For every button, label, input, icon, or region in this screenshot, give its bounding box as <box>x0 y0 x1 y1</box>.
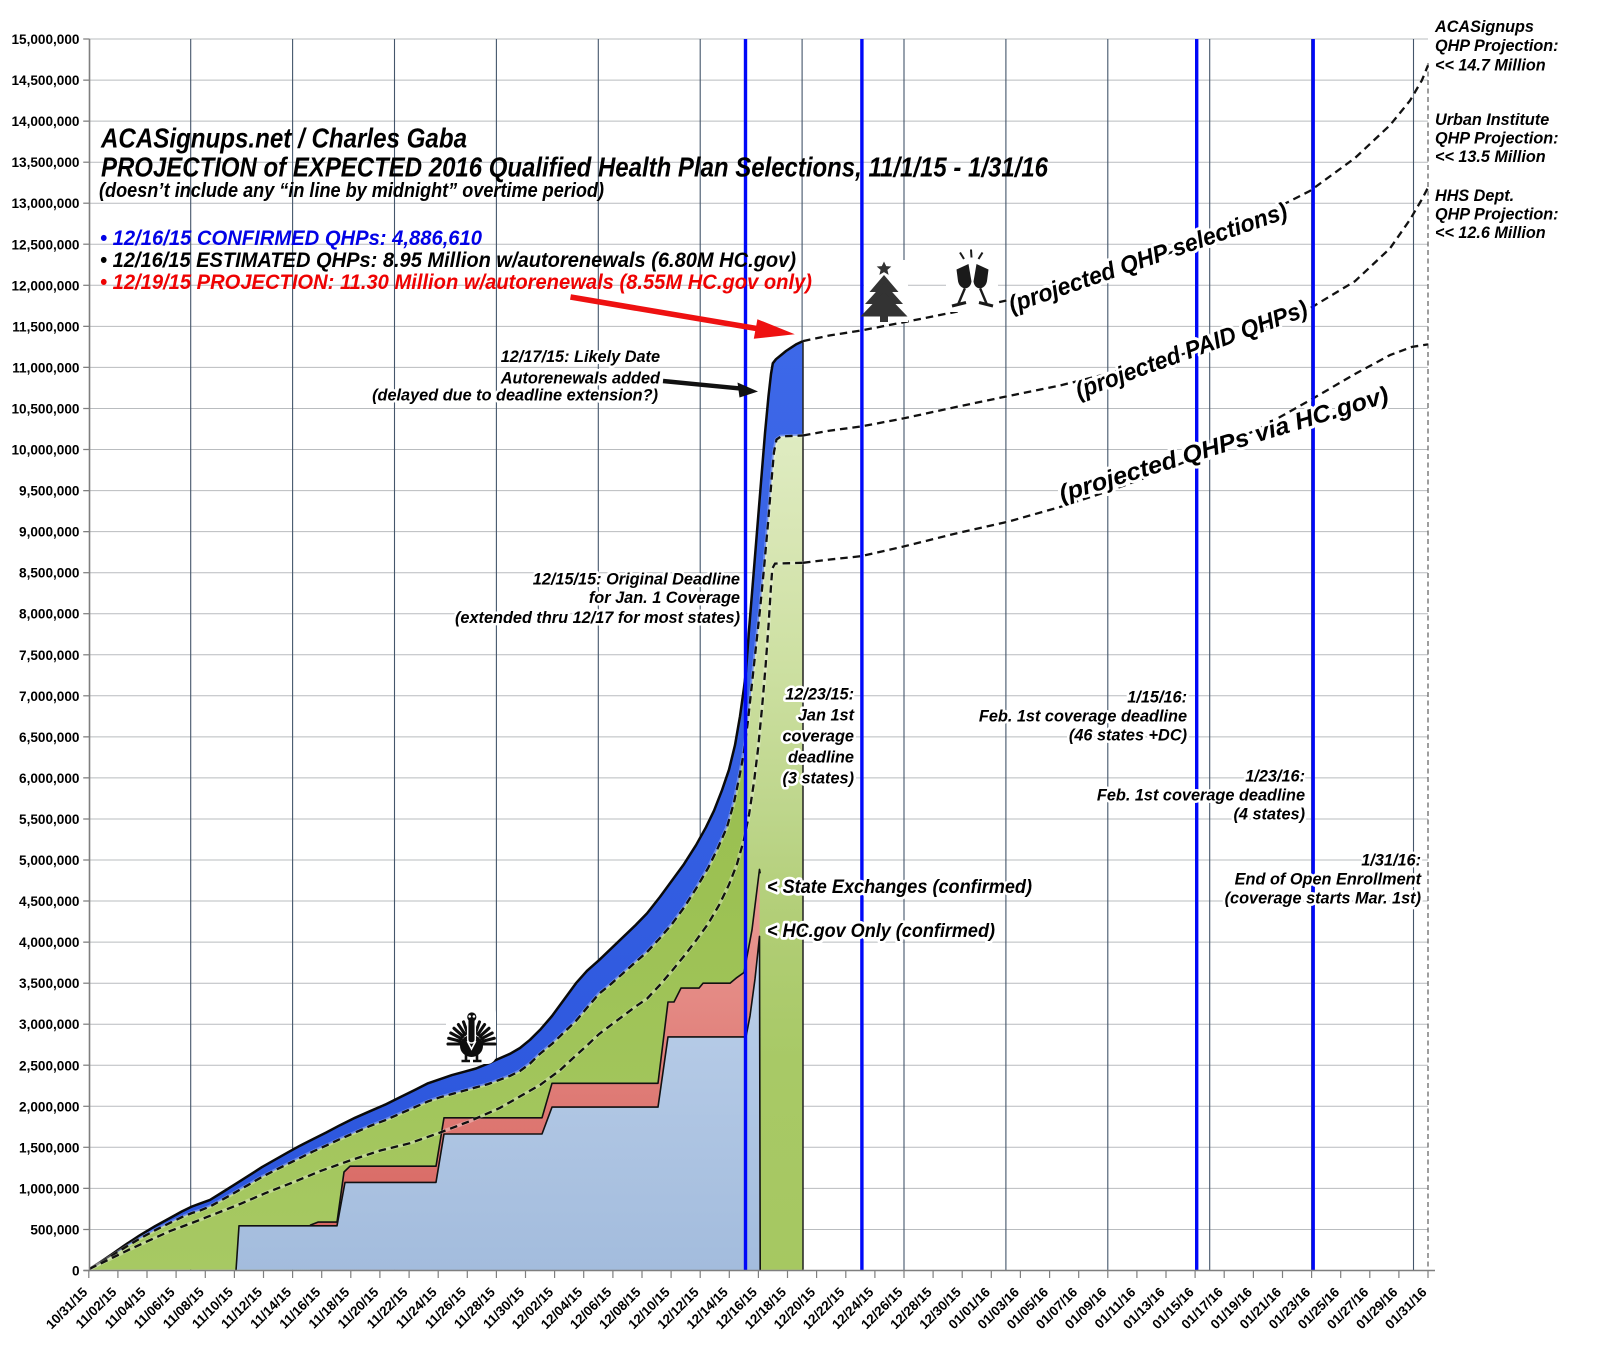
svg-text:9,000,000: 9,000,000 <box>19 525 79 540</box>
svg-text:(coverage starts Mar. 1st): (coverage starts Mar. 1st) <box>1225 890 1421 908</box>
svg-text:<< 12.6 Million: << 12.6 Million <box>1435 224 1546 242</box>
svg-text:6,000,000: 6,000,000 <box>19 771 79 786</box>
svg-text:(4 states): (4 states) <box>1234 806 1306 824</box>
svg-text:10,000,000: 10,000,000 <box>11 443 79 458</box>
svg-text:2,000,000: 2,000,000 <box>19 1099 79 1114</box>
svg-text:1,000,000: 1,000,000 <box>19 1181 79 1196</box>
svg-text:7,000,000: 7,000,000 <box>19 689 79 704</box>
svg-text:ACASignups: ACASignups <box>1434 18 1534 36</box>
svg-text:4,500,000: 4,500,000 <box>19 894 79 909</box>
svg-text:12,000,000: 12,000,000 <box>11 278 79 293</box>
svg-text:13,000,000: 13,000,000 <box>11 196 79 211</box>
svg-text:• 12/19/15 PROJECTION: 11.30 M: • 12/19/15 PROJECTION: 11.30 Million w/a… <box>100 270 812 294</box>
svg-text:12/23/15:: 12/23/15: <box>785 686 854 704</box>
svg-text:1,500,000: 1,500,000 <box>19 1140 79 1155</box>
svg-text:ACASignups.net / Charles Gaba: ACASignups.net / Charles Gaba <box>100 123 467 154</box>
svg-text:14,500,000: 14,500,000 <box>11 73 79 88</box>
svg-text:<< 14.7 Million: << 14.7 Million <box>1435 56 1546 74</box>
svg-text:13,500,000: 13,500,000 <box>11 155 79 170</box>
svg-text:Feb. 1st coverage deadline: Feb. 1st coverage deadline <box>979 708 1187 726</box>
svg-text:QHP Projection:: QHP Projection: <box>1435 37 1559 55</box>
svg-text:0: 0 <box>72 1264 80 1279</box>
svg-text:• 12/16/15 CONFIRMED QHPs: 4,8: • 12/16/15 CONFIRMED QHPs: 4,886,610 <box>100 226 482 250</box>
svg-text:9,500,000: 9,500,000 <box>19 484 79 499</box>
svg-text:8,500,000: 8,500,000 <box>19 566 79 581</box>
svg-text:6,500,000: 6,500,000 <box>19 730 79 745</box>
svg-text:Autorenewals added: Autorenewals added <box>500 370 661 388</box>
svg-text:Jan 1st: Jan 1st <box>798 707 855 725</box>
svg-text:3,000,000: 3,000,000 <box>19 1017 79 1032</box>
svg-text:<< 13.5 Million: << 13.5 Million <box>1435 148 1546 166</box>
svg-text:End of Open Enrollment: End of Open Enrollment <box>1235 871 1422 889</box>
svg-text:5,500,000: 5,500,000 <box>19 812 79 827</box>
svg-text:HHS Dept.: HHS Dept. <box>1435 187 1514 205</box>
svg-text:8,000,000: 8,000,000 <box>19 607 79 622</box>
svg-text:12,500,000: 12,500,000 <box>11 237 79 252</box>
svg-text:1/23/16:: 1/23/16: <box>1245 768 1305 786</box>
svg-text:15,000,000: 15,000,000 <box>11 32 79 47</box>
svg-text:2,500,000: 2,500,000 <box>19 1058 79 1073</box>
svg-text:3,500,000: 3,500,000 <box>19 976 79 991</box>
svg-text:(46 states +DC): (46 states +DC) <box>1069 727 1187 745</box>
svg-text:Urban Institute: Urban Institute <box>1435 111 1549 129</box>
svg-text:12/15/15: Original Deadline: 12/15/15: Original Deadline <box>533 571 740 589</box>
svg-text:14,000,000: 14,000,000 <box>11 114 79 129</box>
svg-text:1/15/16:: 1/15/16: <box>1127 689 1187 707</box>
svg-text:(extended thru 12/17 for most: (extended thru 12/17 for most states) <box>455 609 740 627</box>
svg-text:11,500,000: 11,500,000 <box>12 319 79 334</box>
svg-text:Feb. 1st coverage deadline: Feb. 1st coverage deadline <box>1097 787 1305 805</box>
svg-text:1/31/16:: 1/31/16: <box>1361 852 1421 870</box>
svg-text:4,000,000: 4,000,000 <box>19 935 79 950</box>
svg-text:11,000,000: 11,000,000 <box>12 360 79 375</box>
svg-text:7,500,000: 7,500,000 <box>19 648 79 663</box>
svg-text:5,000,000: 5,000,000 <box>19 853 79 868</box>
svg-text:PROJECTION of EXPECTED 2016 Qu: PROJECTION of EXPECTED 2016 Qualified He… <box>101 152 1048 183</box>
svg-text:deadline: deadline <box>788 749 854 767</box>
svg-text:10,500,000: 10,500,000 <box>11 401 79 416</box>
svg-text:• 12/16/15 ESTIMATED QHPs: 8.9: • 12/16/15 ESTIMATED QHPs: 8.95 Million … <box>100 248 796 272</box>
svg-text:(delayed due to deadline exten: (delayed due to deadline extension?) <box>372 387 658 405</box>
svg-text:12/17/15: Likely Date: 12/17/15: Likely Date <box>501 348 660 366</box>
svg-text:for Jan. 1 Coverage: for Jan. 1 Coverage <box>589 589 740 607</box>
svg-text:< HC.gov Only (confirmed): < HC.gov Only (confirmed) <box>767 921 995 942</box>
svg-text:QHP Projection:: QHP Projection: <box>1435 206 1559 224</box>
svg-text:< State Exchanges (confirmed): < State Exchanges (confirmed) <box>767 877 1032 898</box>
svg-text:QHP Projection:: QHP Projection: <box>1435 130 1559 148</box>
svg-text:(doesn’t include any “in line: (doesn’t include any “in line by midnigh… <box>99 180 604 202</box>
svg-text:coverage: coverage <box>782 728 854 746</box>
svg-text:(3 states): (3 states) <box>783 770 855 788</box>
svg-text:500,000: 500,000 <box>30 1222 79 1237</box>
